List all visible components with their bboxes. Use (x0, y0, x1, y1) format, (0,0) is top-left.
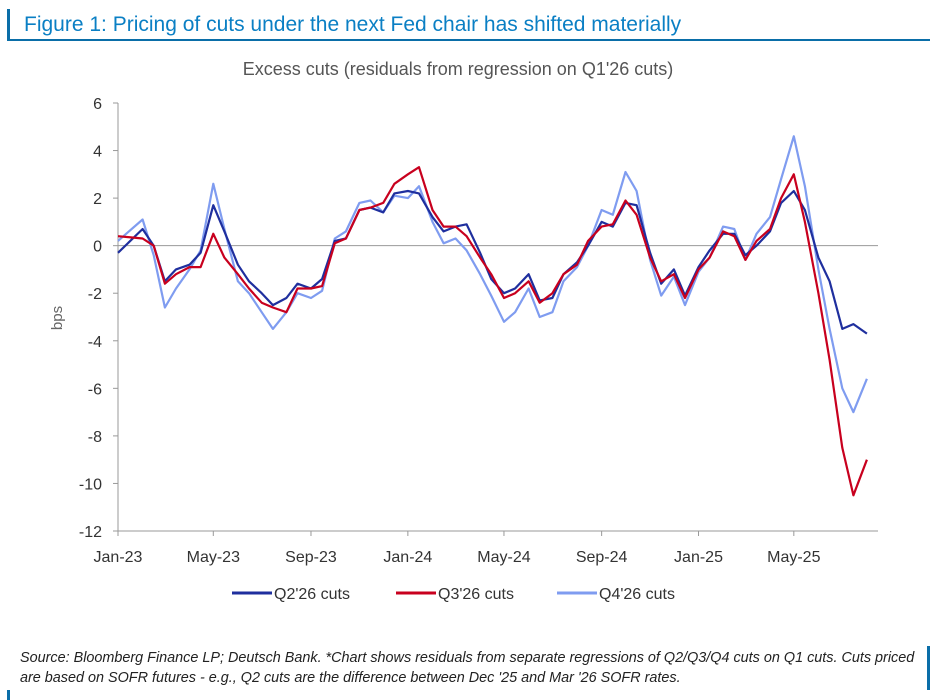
legend-label: Q2'26 cuts (274, 586, 350, 603)
x-tick-label: May-24 (477, 549, 530, 566)
y-tick-label: 4 (93, 144, 102, 161)
y-tick-label: -12 (79, 524, 102, 541)
y-tick-label: -6 (88, 381, 102, 398)
y-axis: 6 4 2 0 -2 -4 -6 -8 -10 -12 (79, 96, 119, 541)
source-rule-left (7, 690, 10, 700)
y-tick-label: 0 (93, 239, 102, 256)
y-tick-label: -10 (79, 476, 102, 493)
y-tick-label: 6 (93, 96, 102, 113)
x-tick-label: Jan-25 (674, 549, 723, 566)
x-tick-label: Jan-23 (94, 549, 143, 566)
legend: Q2'26 cuts Q3'26 cuts Q4'26 cuts (232, 586, 675, 603)
source-rule (927, 646, 930, 690)
y-tick-label: -2 (88, 286, 102, 303)
x-tick-label: May-25 (767, 549, 820, 566)
x-tick-label: May-23 (187, 549, 240, 566)
figure-title: Figure 1: Pricing of cuts under the next… (24, 13, 682, 36)
series-line-q3-26-cuts (117, 166, 868, 497)
y-tick-label: 2 (93, 191, 102, 208)
series-line-q2-26-cuts (117, 189, 868, 335)
legend-label: Q4'26 cuts (599, 586, 675, 603)
chart: Excess cuts (residuals from regression o… (49, 59, 878, 603)
x-tick-label: Sep-23 (285, 549, 337, 566)
x-axis: Jan-23 May-23 Sep-23 Jan-24 May-24 Sep-24 Jan-… (94, 530, 878, 566)
figure-header: Figure 1: Pricing of cuts under the next… (7, 9, 930, 41)
y-tick-label: -8 (88, 429, 102, 446)
chart-title: Excess cuts (residuals from regression o… (243, 59, 674, 79)
y-axis-label: bps (49, 306, 66, 330)
y-tick-label: -4 (88, 334, 102, 351)
series-lines (117, 135, 868, 497)
x-tick-label: Sep-24 (576, 549, 628, 566)
x-tick-label: Jan-24 (383, 549, 432, 566)
source-note: Source: Bloomberg Finance LP; Deutsch Ba… (20, 650, 915, 686)
series-line-q4-26-cuts (117, 135, 868, 414)
legend-label: Q3'26 cuts (438, 586, 514, 603)
